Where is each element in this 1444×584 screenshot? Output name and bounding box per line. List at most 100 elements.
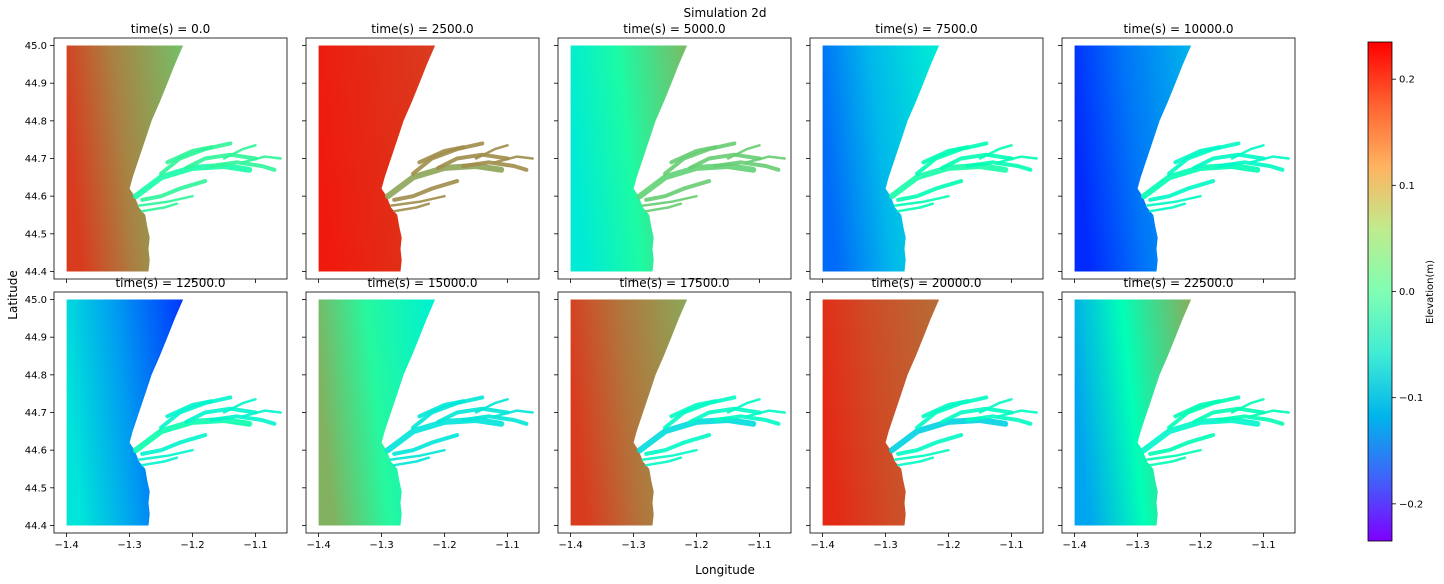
y-tick-label: 45.0: [25, 41, 47, 52]
estuary-channel: [392, 433, 460, 456]
estuary-channel: [392, 179, 460, 202]
panel-title: time(s) = 10000.0: [1123, 22, 1233, 36]
y-tick-label: 44.7: [25, 154, 47, 165]
estuary-channel: [417, 145, 466, 165]
estuary-channel: [940, 152, 1014, 170]
estuary-channel: [184, 152, 258, 170]
y-tick-label: 44.6: [25, 446, 47, 457]
estuary-channel: [997, 409, 1038, 418]
panel-1: time(s) = 0.0 44.4 44.5 44.6 44.7 44.8 44.9 45.…: [25, 22, 288, 283]
x-tick-label: −1.1: [243, 540, 267, 551]
estuary-channel: [896, 202, 935, 213]
estuary-channel: [688, 152, 762, 170]
y-tick-label: 45.0: [25, 295, 47, 306]
estuary-channel: [474, 398, 509, 414]
estuary-channel: [965, 414, 1033, 426]
estuary-channel: [1173, 399, 1222, 419]
x-tick-label: −1.2: [684, 540, 708, 551]
estuary-channel: [745, 155, 786, 164]
estuary-channel: [669, 145, 718, 165]
x-tick-label: −1.1: [999, 540, 1023, 551]
estuary-channel: [893, 194, 950, 207]
y-tick-label: 44.8: [25, 116, 47, 127]
panel-4: time(s) = 7500.0: [806, 22, 1044, 283]
estuary-channel: [241, 409, 282, 418]
x-tick-label: −1.3: [369, 540, 393, 551]
elevation-field: [66, 299, 184, 526]
estuary-channel: [915, 141, 989, 176]
estuary-channel: [644, 433, 712, 456]
estuary-channel: [436, 152, 510, 170]
panel-title: time(s) = 12500.0: [115, 276, 225, 290]
estuary-channel: [896, 433, 964, 456]
x-tick-label: −1.4: [558, 540, 582, 551]
panel-title: time(s) = 20000.0: [871, 276, 981, 290]
elevation-field: [66, 45, 184, 272]
panel-title: time(s) = 15000.0: [367, 276, 477, 290]
estuary-channel: [1217, 160, 1285, 172]
estuary-channel: [1230, 398, 1265, 414]
panel-8: time(s) = 17500.0 −1.4 −1.3 −1.2 −1.1: [554, 276, 792, 551]
estuary-channel: [713, 160, 781, 172]
estuary-channel: [663, 395, 737, 430]
estuary-channel: [140, 179, 208, 202]
figure-title: Simulation 2d: [684, 6, 767, 20]
estuary-channel: [209, 160, 277, 172]
estuary-channel: [1148, 179, 1216, 202]
estuary-channel: [392, 202, 431, 213]
x-tick-label: −1.1: [747, 540, 771, 551]
estuary-channel: [1192, 152, 1266, 170]
y-axis-label: Latitude: [6, 270, 20, 319]
x-tick-label: −1.2: [936, 540, 960, 551]
estuary-channel: [644, 179, 712, 202]
estuary-channel: [493, 155, 534, 164]
colorbar-label: Elevation(m): [1425, 260, 1436, 324]
elevation-field: [822, 45, 940, 272]
colorbar-tick-label: 0.0: [1399, 287, 1415, 298]
estuary-channel: [965, 160, 1033, 172]
estuary-channel: [726, 144, 761, 160]
x-tick-label: −1.3: [1125, 540, 1149, 551]
panel-title: time(s) = 5000.0: [623, 22, 725, 36]
x-tick-label: −1.1: [1251, 540, 1275, 551]
estuary-channel: [137, 194, 194, 207]
estuary-channel: [392, 456, 431, 467]
estuary-channel: [978, 398, 1013, 414]
y-tick-label: 44.8: [25, 370, 47, 381]
panel-title: time(s) = 17500.0: [619, 276, 729, 290]
estuary-channel: [389, 194, 446, 207]
estuary-channel: [641, 194, 698, 207]
panel-2: time(s) = 2500.0: [302, 22, 540, 283]
x-tick-label: −1.4: [810, 540, 834, 551]
elevation-field: [570, 299, 688, 526]
estuary-channel: [893, 448, 950, 461]
estuary-channel: [921, 399, 970, 419]
estuary-channel: [436, 406, 510, 424]
estuary-channel: [896, 179, 964, 202]
estuary-channel: [165, 399, 214, 419]
y-tick-label: 44.7: [25, 408, 47, 419]
y-tick-label: 44.5: [25, 483, 47, 494]
estuary-channel: [140, 456, 179, 467]
panel-10: time(s) = 22500.0 −1.4 −1.3 −1.2 −1.1: [1058, 276, 1296, 551]
estuary-channel: [978, 144, 1013, 160]
colorbar-tick-label: −0.1: [1399, 393, 1423, 404]
x-axis-label: Longitude: [695, 563, 755, 577]
elevation-field: [1074, 45, 1192, 272]
colorbar-gradient: [1367, 41, 1393, 542]
x-tick-label: −1.3: [117, 540, 141, 551]
panel-6: time(s) = 12500.0 −1.4 −1.3 −1.2 −1.1 44.4 44.…: [25, 276, 288, 551]
estuary-channel: [159, 395, 233, 430]
panel-title: time(s) = 7500.0: [875, 22, 977, 36]
estuary-channel: [915, 395, 989, 430]
estuary-channel: [888, 417, 1009, 454]
estuary-channel: [1167, 141, 1241, 176]
x-tick-label: −1.3: [873, 540, 897, 551]
x-tick-label: −1.4: [54, 540, 78, 551]
x-tick-label: −1.2: [1188, 540, 1212, 551]
panel-5: time(s) = 10000.0: [1058, 22, 1296, 283]
estuary-channel: [636, 163, 757, 200]
colorbar-ticks: −0.2 −0.1 0.0 0.1 0.2: [1392, 75, 1423, 510]
x-tick-label: −1.2: [180, 540, 204, 551]
